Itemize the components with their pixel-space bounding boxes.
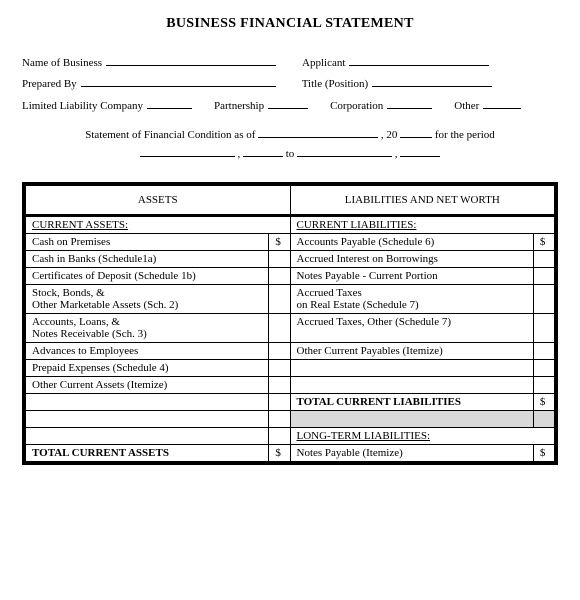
statement-date-input[interactable]	[258, 127, 378, 138]
financial-table: ASSETS LIABILITIES AND NET WORTH CURRENT…	[22, 182, 558, 465]
for-period-label: for the period	[435, 129, 495, 141]
liab-dollar[interactable]: $	[533, 234, 554, 251]
asset-value[interactable]	[269, 394, 290, 411]
asset-value[interactable]	[269, 285, 290, 314]
asset-row: Stock, Bonds, & Other Marketable Assets …	[26, 285, 269, 314]
asset-dollar[interactable]: $	[269, 234, 290, 251]
total-current-assets-label: TOTAL CURRENT ASSETS	[26, 445, 269, 462]
liab-row[interactable]	[290, 360, 533, 377]
asset-value[interactable]	[269, 411, 290, 428]
prepared-by-label: Prepared By	[22, 75, 77, 94]
shaded-cell	[290, 411, 533, 428]
asset-value[interactable]	[269, 314, 290, 343]
liab-row: Accrued Interest on Borrowings	[290, 251, 533, 268]
liab-row: Notes Payable - Current Portion	[290, 268, 533, 285]
statement-year-input[interactable]	[400, 127, 432, 138]
notes-payable-dollar[interactable]: $	[533, 445, 554, 462]
liab-row: Other Current Payables (Itemize)	[290, 343, 533, 360]
twenty-label: , 20	[381, 129, 398, 141]
asset-row[interactable]	[26, 411, 269, 428]
statement-line: Statement of Financial Condition as of ,…	[22, 126, 558, 165]
asset-row: Accounts, Loans, & Notes Receivable (Sch…	[26, 314, 269, 343]
asset-value[interactable]	[269, 360, 290, 377]
period-from-year-input[interactable]	[243, 146, 283, 157]
asset-value[interactable]	[269, 377, 290, 394]
corporation-label: Corporation	[330, 97, 383, 116]
liab-row: Accounts Payable (Schedule 6)	[290, 234, 533, 251]
applicant-input[interactable]	[349, 55, 489, 66]
comma2: ,	[395, 148, 398, 160]
statement-prefix: Statement of Financial Condition as of	[85, 129, 255, 141]
asset-row: Prepaid Expenses (Schedule 4)	[26, 360, 269, 377]
total-current-liabilities-label: TOTAL CURRENT LIABILITIES	[290, 394, 533, 411]
asset-row[interactable]	[26, 394, 269, 411]
liab-value[interactable]	[533, 343, 554, 360]
period-to-year-input[interactable]	[400, 146, 440, 157]
current-assets-label: CURRENT ASSETS:	[26, 216, 291, 234]
asset-row: Certificates of Deposit (Schedule 1b)	[26, 268, 269, 285]
asset-value[interactable]	[269, 428, 290, 445]
applicant-label: Applicant	[302, 54, 345, 73]
assets-header: ASSETS	[26, 186, 291, 216]
other-input[interactable]	[483, 98, 521, 109]
page: BUSINESS FINANCIAL STATEMENT Name of Bus…	[0, 0, 580, 481]
total-current-assets-dollar[interactable]: $	[269, 445, 290, 462]
period-from-input[interactable]	[140, 146, 235, 157]
asset-value[interactable]	[269, 343, 290, 360]
period-to-input[interactable]	[297, 146, 392, 157]
asset-value[interactable]	[269, 251, 290, 268]
name-of-business-label: Name of Business	[22, 54, 102, 73]
current-liabilities-label: CURRENT LIABILITIES:	[290, 216, 555, 234]
partnership-label: Partnership	[214, 97, 264, 116]
liab-row: Accrued Taxes on Real Estate (Schedule 7…	[290, 285, 533, 314]
other-label: Other	[454, 97, 479, 116]
partnership-input[interactable]	[268, 98, 308, 109]
asset-row: Cash on Premises	[26, 234, 269, 251]
liab-value[interactable]	[533, 268, 554, 285]
liab-row: Accrued Taxes, Other (Schedule 7)	[290, 314, 533, 343]
prepared-by-input[interactable]	[81, 76, 276, 87]
llc-input[interactable]	[147, 98, 192, 109]
asset-row: Other Current Assets (Itemize)	[26, 377, 269, 394]
asset-row: Advances to Employees	[26, 343, 269, 360]
title-position-label: Title (Position)	[302, 75, 369, 94]
corporation-input[interactable]	[387, 98, 432, 109]
long-term-liabilities-label: LONG-TERM LIABILITIES:	[290, 428, 555, 445]
llc-label: Limited Liability Company	[22, 97, 143, 116]
page-title: BUSINESS FINANCIAL STATEMENT	[22, 16, 558, 32]
shaded-cell	[533, 411, 554, 428]
name-of-business-input[interactable]	[106, 55, 276, 66]
liab-value[interactable]	[533, 251, 554, 268]
total-current-liabilities-dollar[interactable]: $	[533, 394, 554, 411]
asset-row: Cash in Banks (Schedule1a)	[26, 251, 269, 268]
notes-payable-row: Notes Payable (Itemize)	[290, 445, 533, 462]
liabilities-header: LIABILITIES AND NET WORTH	[290, 186, 555, 216]
comma1: ,	[237, 148, 240, 160]
liab-value[interactable]	[533, 377, 554, 394]
title-position-input[interactable]	[372, 76, 492, 87]
asset-value[interactable]	[269, 268, 290, 285]
liab-row[interactable]	[290, 377, 533, 394]
form-header: Name of Business Applicant Prepared By T…	[22, 54, 558, 164]
to-label: to	[286, 148, 295, 160]
liab-value[interactable]	[533, 285, 554, 314]
asset-row[interactable]	[26, 428, 269, 445]
liab-value[interactable]	[533, 360, 554, 377]
liab-value[interactable]	[533, 314, 554, 343]
